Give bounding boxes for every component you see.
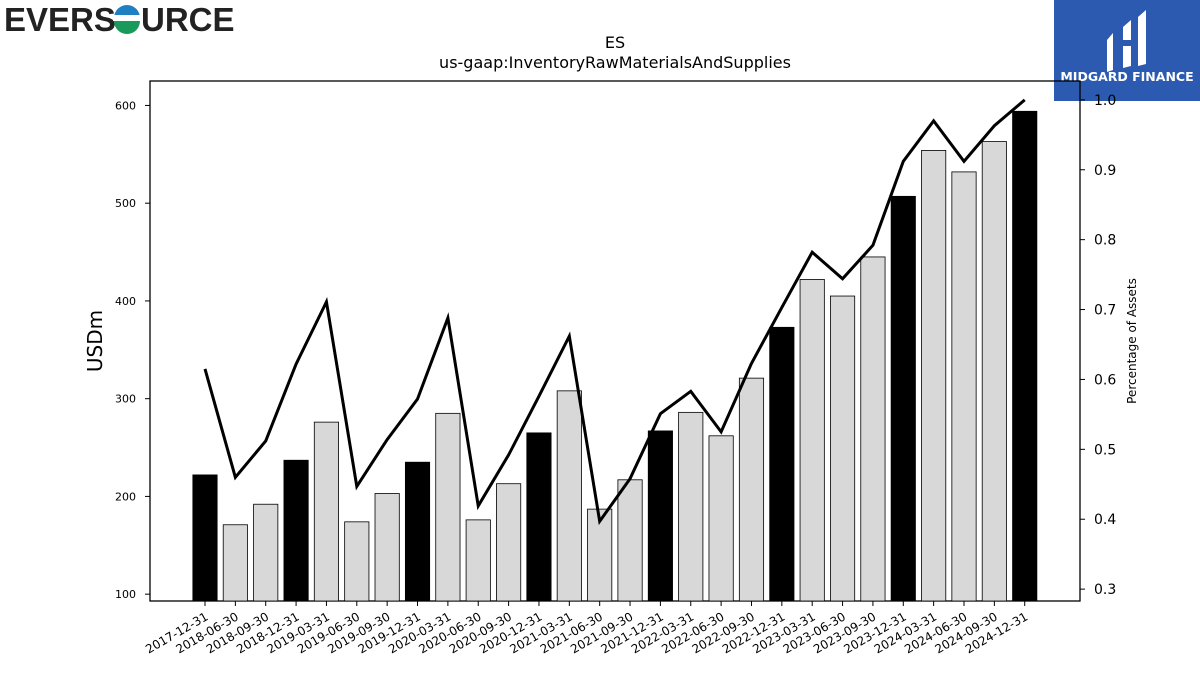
y-tick-label: 300 xyxy=(115,393,136,406)
bar xyxy=(344,521,370,602)
eversource-logo-text-a: EVERS xyxy=(4,1,116,38)
y2-tick-label: 0.3 xyxy=(1094,582,1116,598)
y2-tick-label: 0.5 xyxy=(1094,442,1116,458)
bar xyxy=(192,474,218,602)
chart-title: ES xyxy=(605,33,625,52)
bar xyxy=(738,377,765,602)
midgard-finance-logo: MIDGARD FINANCE xyxy=(1054,0,1200,101)
y-tick-label: 200 xyxy=(115,490,136,503)
bar xyxy=(556,390,582,602)
bar-series xyxy=(192,110,1038,602)
bar xyxy=(283,459,309,602)
y-tick-label: 400 xyxy=(115,295,136,308)
y2-tick-label: 0.4 xyxy=(1094,512,1116,528)
line-series xyxy=(203,98,1026,526)
bar xyxy=(222,524,248,602)
bar xyxy=(860,256,886,602)
bar xyxy=(678,411,704,602)
eversource-logo: EVERS URCE xyxy=(4,1,235,38)
bar xyxy=(496,483,522,602)
chart-subtitle: us-gaap:InventoryRawMaterialsAndSupplies xyxy=(439,53,791,72)
bar xyxy=(374,493,400,602)
right-axis: 0.3 0.4 0.5 0.6 0.7 0.8 0.9 1.0 xyxy=(1080,93,1116,598)
bar xyxy=(830,295,856,602)
bar xyxy=(435,412,461,602)
bar xyxy=(526,432,552,602)
bar xyxy=(253,503,279,602)
bar xyxy=(1012,110,1038,602)
y2-tick-label: 0.7 xyxy=(1094,303,1116,319)
bar xyxy=(921,149,947,602)
y2-axis-label: Percentage of Assets xyxy=(1125,278,1139,404)
y-axis-label: USDm xyxy=(83,310,107,372)
bar xyxy=(981,141,1007,602)
y2-tick-label: 1.0 xyxy=(1094,93,1116,109)
midgard-finance-name: MIDGARD FINANCE xyxy=(1060,69,1193,84)
y-tick-label: 500 xyxy=(115,197,136,210)
bar xyxy=(313,421,339,602)
bar xyxy=(799,279,825,602)
y2-tick-label: 0.8 xyxy=(1094,233,1116,249)
bar xyxy=(647,430,673,602)
bar xyxy=(465,519,491,602)
plot-frame xyxy=(149,80,1081,602)
percentage-line xyxy=(203,98,1026,526)
y2-tick-label: 0.9 xyxy=(1094,163,1116,179)
bar xyxy=(617,479,643,602)
x-axis: 2017-12-312018-06-302018-09-302018-12-31… xyxy=(143,601,1030,656)
bar xyxy=(951,171,977,602)
bar xyxy=(404,461,431,602)
bar xyxy=(769,326,795,602)
eversource-logo-text-b: URCE xyxy=(141,1,235,38)
bar xyxy=(708,435,734,602)
left-axis: 100 200 300 400 500 600 xyxy=(115,99,150,601)
y2-tick-label: 0.6 xyxy=(1094,372,1116,388)
y-tick-label: 600 xyxy=(115,99,136,112)
bar xyxy=(890,195,916,602)
midgard-mark-icon xyxy=(1107,10,1146,72)
eversource-logo-o-icon xyxy=(113,5,141,34)
y-tick-label: 100 xyxy=(115,588,136,601)
bar xyxy=(587,508,613,602)
